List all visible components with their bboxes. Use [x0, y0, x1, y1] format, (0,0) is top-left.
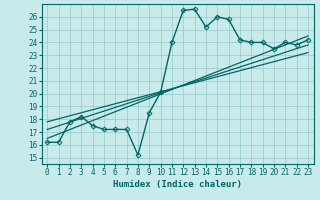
X-axis label: Humidex (Indice chaleur): Humidex (Indice chaleur) — [113, 180, 242, 189]
